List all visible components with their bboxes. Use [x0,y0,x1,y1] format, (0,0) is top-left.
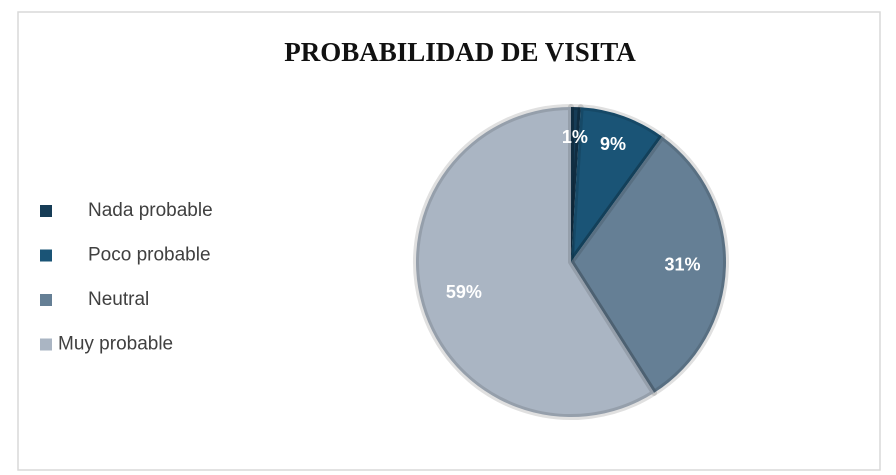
data-label: 31% [665,254,701,274]
pie-slice [413,104,658,420]
legend-marker [40,249,52,262]
data-label: 59% [446,282,482,302]
chart-title: PROBABILIDAD DE VISITA [284,37,636,67]
data-label: 9% [600,134,626,154]
legend-marker [40,294,52,306]
pie-slice [568,104,584,265]
legend-label: Poco probable [88,245,211,266]
legend-label: Muy probable [58,334,173,355]
legend-marker [40,338,52,351]
pie-slice [568,104,666,265]
legend-label: Nada probable [88,200,213,221]
data-label: 1% [562,127,588,147]
legend-marker [40,205,52,217]
legend-label: Neutral [88,289,149,310]
pie-slice [568,133,729,396]
